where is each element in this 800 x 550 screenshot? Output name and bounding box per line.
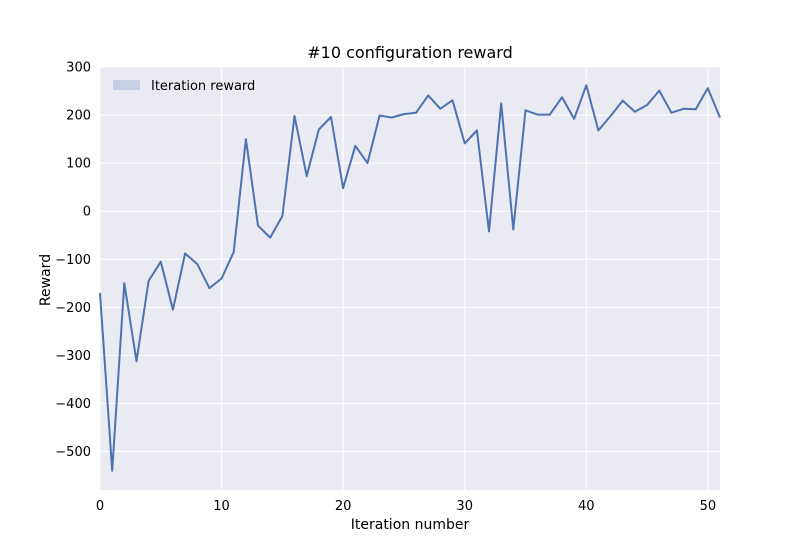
y-axis-label: Reward [38, 254, 54, 306]
x-tick-label: 40 [578, 499, 595, 514]
y-tick-label: −400 [55, 397, 91, 412]
legend: Iteration reward [113, 79, 255, 94]
x-axis-label: Iteration number [351, 517, 470, 533]
x-tick-label: 30 [456, 499, 473, 514]
chart-title: #10 configuration reward [307, 43, 512, 62]
y-tick-label: −200 [55, 301, 91, 316]
x-tick-label: 10 [213, 499, 230, 514]
y-tick-label: −500 [55, 445, 91, 460]
y-tick-label: 200 [66, 109, 91, 124]
y-tick-label: 100 [66, 157, 91, 172]
series-line-iteration-reward [99, 84, 721, 472]
grid-lines [99, 66, 720, 490]
y-tick-label: −300 [55, 349, 91, 364]
x-tick-label: 50 [700, 499, 717, 514]
legend-patch [113, 80, 140, 90]
x-tick-label: 20 [335, 499, 352, 514]
legend-entry-iteration-reward: Iteration reward [151, 79, 255, 94]
x-tick-label: 0 [96, 499, 104, 514]
y-tick-label: 0 [83, 205, 91, 220]
y-tick-label: −100 [55, 253, 91, 268]
x-tick-labels: 0 10 20 30 40 50 [96, 499, 716, 514]
y-tick-label: 300 [66, 61, 91, 76]
y-tick-labels: −500 −400 −300 −200 −100 0 100 200 300 [55, 61, 91, 461]
plot-area [100, 67, 720, 490]
